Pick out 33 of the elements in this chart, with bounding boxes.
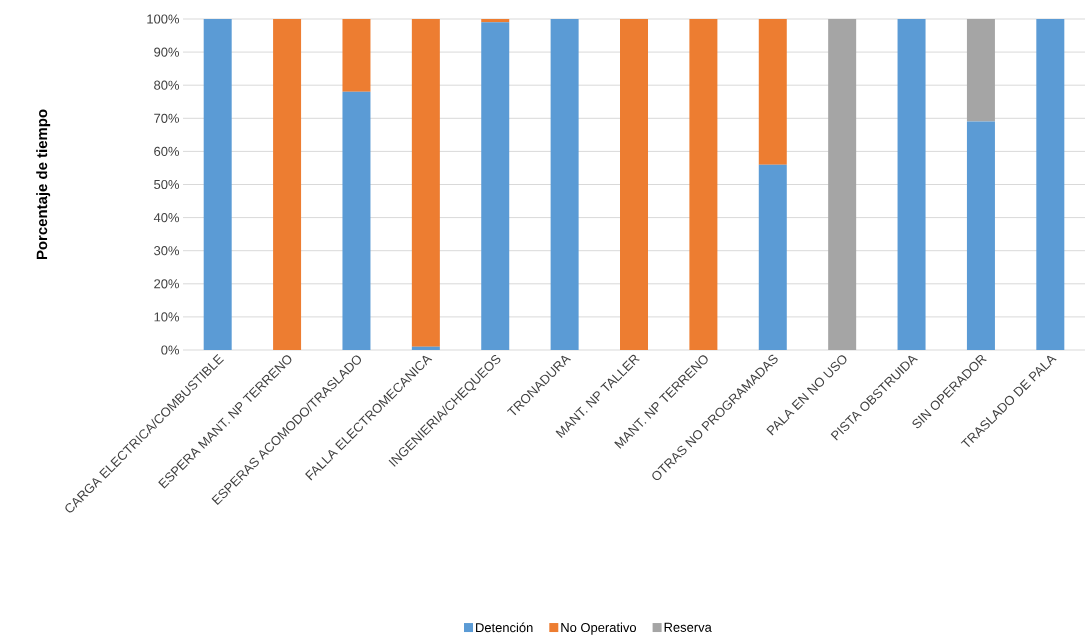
legend-label: Detención: [476, 622, 533, 633]
y-tick-label: 10%: [154, 312, 180, 322]
bar: [966, 121, 995, 350]
y-tick-label: 30%: [154, 246, 180, 256]
bar: [966, 19, 995, 122]
y-tick-label: 80%: [154, 80, 180, 90]
y-tick-label: 40%: [153, 213, 180, 223]
y-axis-title: Porcentaje de tiempo: [36, 109, 51, 260]
legend-label: Reserva: [664, 622, 712, 632]
bar: [758, 164, 787, 350]
y-tick-label: 90%: [154, 47, 180, 57]
legend-label: No Operativo: [561, 622, 637, 635]
bar: [689, 19, 718, 350]
bar: [758, 19, 787, 165]
bar: [411, 19, 440, 347]
bar: [411, 346, 440, 350]
bar: [1036, 19, 1065, 350]
bar: [897, 19, 926, 350]
y-tick-label: 100%: [147, 14, 180, 24]
bar: [620, 19, 648, 350]
y-tick-label: 70%: [154, 113, 180, 123]
bar: [203, 19, 232, 350]
y-tick-label: 0%: [161, 345, 180, 355]
y-tick-label: 50%: [154, 179, 180, 190]
bar: [342, 19, 371, 92]
bar: [550, 19, 579, 350]
bar: [828, 19, 857, 350]
bar: [481, 19, 510, 23]
y-tick-label: 20%: [154, 279, 180, 289]
bar: [481, 22, 510, 350]
bar: [273, 19, 302, 350]
bar: [342, 91, 371, 350]
y-tick-label: 60%: [154, 146, 180, 156]
